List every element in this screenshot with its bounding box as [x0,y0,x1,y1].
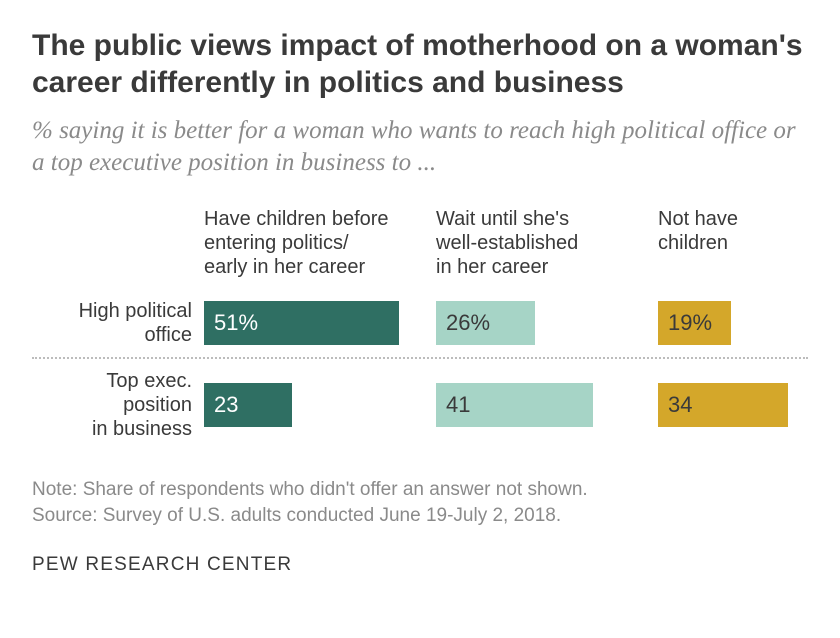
brand-attribution: PEW RESEARCH CENTER [32,554,808,576]
row-label-0-l1: High political [79,300,192,322]
col-header-1-l1: Wait until she's [436,208,569,230]
chart-row-0: High political office 51% 26% 19% [32,289,808,357]
chart-row-1: Top exec. position in business 23 41 34 [32,359,808,451]
bar-cell-0-2: 19% [658,301,808,345]
col-header-2-l1: Not have [658,208,738,230]
bar: 23 [204,383,292,427]
row-label-1: Top exec. position in business [32,369,204,441]
col-header-2-l2: children [658,232,728,254]
row-label-1-l1: Top exec. position [106,370,192,416]
bar-cell-1-0: 23 [204,383,436,427]
bar-cell-1-1: 41 [436,383,658,427]
col-header-0: Have children before entering politics/ … [204,207,436,279]
chart-subtitle: % saying it is better for a woman who wa… [32,115,808,179]
bar-value: 34 [658,392,692,418]
bar-value: 51% [204,310,258,336]
col-header-1-l3: in her career [436,256,548,278]
chart-area: Have children before entering politics/ … [32,207,808,451]
col-header-0-l2: entering politics/ [204,232,349,254]
bar: 41 [436,383,593,427]
footnote: Note: Share of respondents who didn't of… [32,477,808,503]
bar: 34 [658,383,788,427]
bar-value: 23 [204,392,238,418]
row-label-0: High political office [32,299,204,347]
col-header-1: Wait until she's well-established in her… [436,207,658,279]
col-header-0-l3: early in her career [204,256,365,278]
bar-value: 26% [436,310,490,336]
col-header-2: Not have children [658,207,808,279]
row-label-spacer [32,207,204,279]
bar-cell-0-0: 51% [204,301,436,345]
bar-value: 19% [658,310,712,336]
bar: 51% [204,301,399,345]
bar-cell-1-2: 34 [658,383,808,427]
col-header-0-l1: Have children before [204,208,389,230]
row-label-0-l2: office [145,324,192,346]
row-label-1-l2: in business [92,418,192,440]
bar-cell-0-1: 26% [436,301,658,345]
bar-value: 41 [436,392,470,418]
col-header-1-l2: well-established [436,232,578,254]
source-line: Source: Survey of U.S. adults conducted … [32,503,808,529]
bar: 19% [658,301,731,345]
column-headers-row: Have children before entering politics/ … [32,207,808,279]
bar: 26% [436,301,535,345]
chart-title: The public views impact of motherhood on… [32,28,808,101]
